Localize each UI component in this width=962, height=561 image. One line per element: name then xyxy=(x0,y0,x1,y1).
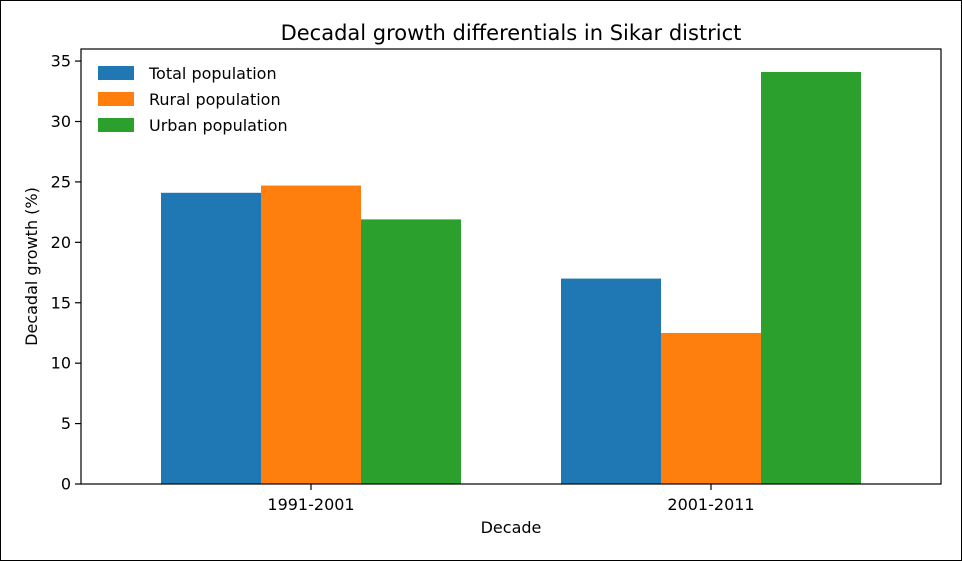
y-tick-label: 25 xyxy=(51,172,71,191)
bar-urban-population-1991-2001 xyxy=(361,219,461,484)
y-tick-label: 35 xyxy=(51,52,71,71)
x-tick-label: 1991-2001 xyxy=(267,495,354,514)
bar-total-population-1991-2001 xyxy=(161,192,261,484)
y-tick-label: 30 xyxy=(51,112,71,131)
bar-rural-population-2001-2011 xyxy=(661,332,761,484)
legend-label-total-population: Total population xyxy=(148,64,277,83)
plot-border xyxy=(80,48,942,485)
y-tick-label: 20 xyxy=(51,233,71,252)
bar-rural-population-1991-2001 xyxy=(261,185,361,484)
y-axis-label: Decadal growth (%) xyxy=(22,187,41,346)
x-axis-label: Decade xyxy=(481,518,542,537)
y-tick-label: 15 xyxy=(51,293,71,312)
legend-swatch-urban-population xyxy=(98,118,134,132)
bars-group xyxy=(161,71,861,484)
legend-label-urban-population: Urban population xyxy=(149,116,288,135)
y-tick-label: 5 xyxy=(61,414,71,433)
legend-swatch-rural-population xyxy=(98,92,134,106)
axes-group: 0 5 10 15 20 25 30 35 1991-2001 2001-2011 xyxy=(51,48,942,514)
legend-swatch-total-population xyxy=(98,66,134,80)
legend-label-rural-population: Rural population xyxy=(149,90,281,109)
y-tick-label: 0 xyxy=(61,475,71,494)
chart-title: Decadal growth differentials in Sikar di… xyxy=(281,21,742,45)
bar-urban-population-2001-2011 xyxy=(761,71,861,484)
bar-total-population-2001-2011 xyxy=(561,278,661,484)
legend: Total population Rural population Urban po… xyxy=(98,64,288,135)
x-tick-label: 2001-2011 xyxy=(667,495,754,514)
y-tick-label: 10 xyxy=(51,354,71,373)
